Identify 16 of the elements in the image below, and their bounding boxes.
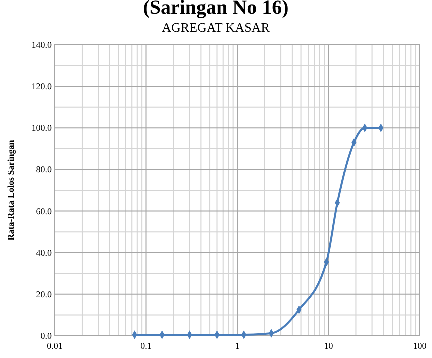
y-tick-label: 20.0 <box>36 289 52 300</box>
y-tick-label: 100.0 <box>32 123 52 134</box>
x-tick-label: 0.1 <box>140 341 152 351</box>
y-tick-label: 80.0 <box>36 164 52 175</box>
x-tick-label: 100 <box>413 341 428 351</box>
y-tick-label: 120.0 <box>32 82 52 92</box>
chart-title: (Saringan No 16) <box>143 0 289 19</box>
y-tick-label: 0.0 <box>40 331 52 341</box>
y-axis-title: Rata-Rata Lolos Saringan <box>6 140 16 241</box>
y-tick-label: 140.0 <box>32 40 52 50</box>
chart-subtitle: AGREGAT KASAR <box>162 20 270 35</box>
y-tick-label: 60.0 <box>36 206 52 216</box>
y-tick-label: 40.0 <box>36 248 52 258</box>
x-tick-label: 0.01 <box>47 341 63 351</box>
x-tick-label: 1 <box>235 341 240 351</box>
x-tick-label: 10 <box>324 341 334 351</box>
